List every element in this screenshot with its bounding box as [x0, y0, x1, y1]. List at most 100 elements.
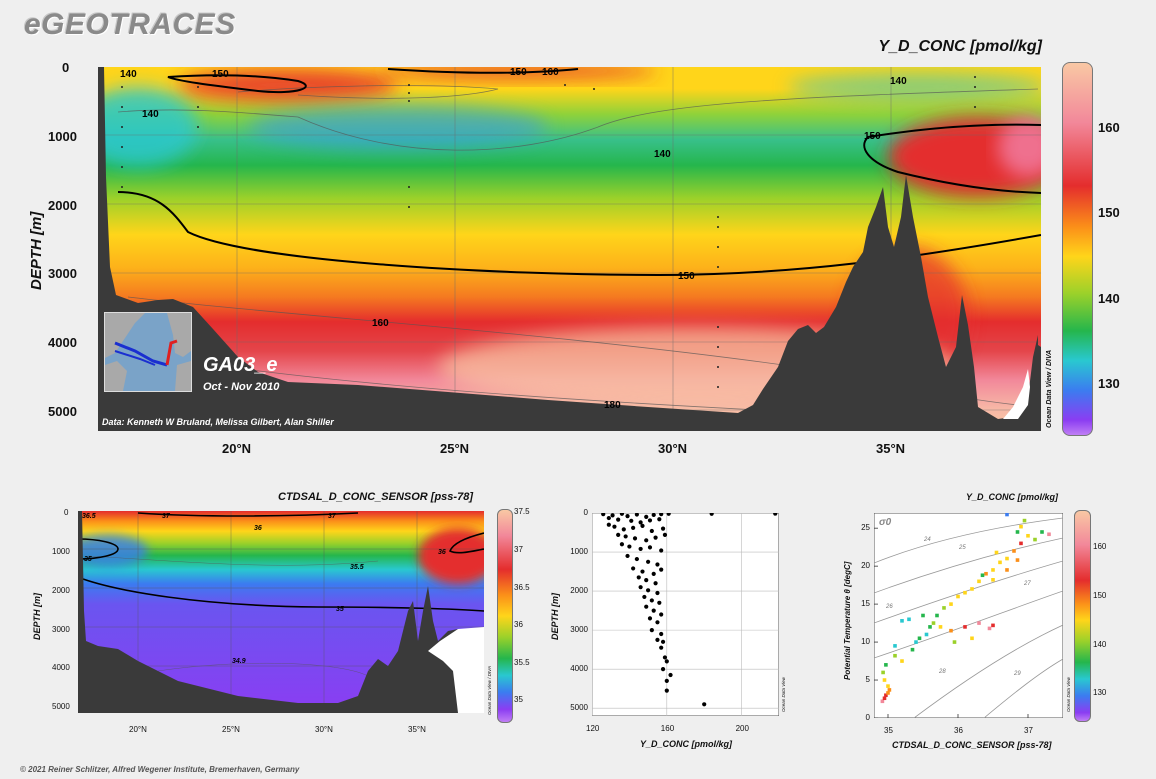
profile-data-point — [662, 655, 668, 660]
main-contour-label: 160 — [372, 318, 389, 329]
ts-y-tick: 20 — [861, 561, 870, 571]
data-credit: Data: Kenneth W Bruland, Melissa Gilbert… — [102, 417, 334, 427]
ts-data-point — [893, 653, 897, 658]
salinity-contour-label: 37 — [162, 513, 171, 520]
profile-data-point — [632, 536, 638, 541]
ts-data-point — [907, 617, 911, 622]
salinity-colorbar-tick: 37 — [514, 545, 523, 554]
profile-data-point — [664, 678, 669, 683]
ts-isopycnal-label: 28 — [938, 669, 946, 675]
ts-data-point — [949, 628, 953, 633]
salinity-y-tick: 0 — [64, 508, 69, 517]
sigma-label: σ0 — [879, 517, 892, 528]
profile-data-point — [631, 525, 636, 530]
ts-isopycnal-line — [873, 517, 1064, 564]
salinity-y-tick: 2000 — [52, 586, 70, 595]
ts-data-point — [1019, 541, 1023, 546]
salinity-y-tick: 1000 — [52, 547, 70, 556]
ts-data-point — [900, 659, 904, 663]
ts-data-point — [952, 640, 957, 644]
main-x-tick: 35°N — [876, 441, 906, 456]
salinity-contour-label: 36.5 — [82, 513, 96, 520]
main-contour-label: 150 — [510, 67, 527, 78]
profile-data-point — [668, 672, 673, 678]
ts-y-tick: 0 — [865, 713, 870, 722]
profile-data-point — [616, 532, 621, 537]
profile-data-point — [634, 556, 639, 562]
salinity-contour-label: 35 — [84, 556, 92, 563]
profile-plot — [591, 511, 780, 717]
ts-isopycnal-line — [873, 537, 1064, 594]
salinity-colorbar — [497, 509, 513, 723]
main-contour-label: 150 — [864, 131, 881, 142]
ts-data-point — [991, 578, 995, 582]
salinity-software-credit: Ocean Data View / DIVA — [487, 666, 492, 715]
profile-data-point — [655, 590, 660, 596]
ts-data-point — [882, 696, 887, 701]
ts-data-point — [984, 571, 988, 576]
ts-x-axis-label: CTDSAL_D_CONC_SENSOR [pss-78] — [892, 740, 1052, 750]
ts-isopycnal-label: 26 — [885, 604, 893, 610]
salinity-contour-label: 35.5 — [350, 564, 364, 571]
ts-x-tick: 36 — [954, 726, 963, 735]
ts-y-tick: 5 — [865, 675, 870, 685]
profile-y-axis-label: DEPTH [m] — [550, 593, 560, 640]
ts-colorbar-tick: 150 — [1093, 591, 1107, 600]
profile-data-point — [610, 513, 615, 518]
ts-data-point — [900, 619, 904, 623]
salinity-y-axis-label: DEPTH [m] — [32, 593, 42, 640]
profile-data-point — [649, 528, 654, 534]
ts-data-point — [882, 678, 887, 682]
ts-scatter-svg: 24 25 26 27 28 29 — [873, 512, 1064, 719]
profile-data-point — [625, 553, 630, 559]
salinity-y-tick: 5000 — [52, 702, 70, 711]
ts-isopycnal-label: 24 — [923, 537, 931, 543]
profile-data-point — [660, 639, 666, 644]
profile-data-point — [646, 559, 651, 564]
profile-data-point — [647, 616, 653, 621]
ts-data-point — [917, 636, 922, 641]
profile-data-point — [655, 562, 660, 567]
profile-data-point — [644, 514, 649, 520]
ts-x-tick: 35 — [884, 726, 893, 735]
main-contour-label: 150 — [212, 69, 229, 80]
ts-isopycnal-label: 29 — [1013, 671, 1021, 677]
profile-data-point — [651, 512, 656, 518]
profile-data-point — [647, 545, 653, 550]
profile-data-point — [649, 628, 654, 633]
ts-chart-title: Y_D_CONC [pmol/kg] — [966, 492, 1059, 502]
profile-data-point — [657, 600, 662, 605]
main-y-tick: 5000 — [48, 404, 77, 419]
ts-data-point — [887, 688, 892, 692]
ts-isopycnal-label: 27 — [1023, 581, 1031, 587]
ts-data-point — [970, 587, 974, 591]
profile-data-point — [664, 688, 669, 693]
main-y-tick: 3000 — [48, 266, 77, 281]
profile-data-point — [659, 548, 664, 553]
ts-data-point — [994, 550, 999, 555]
salinity-y-tick: 4000 — [52, 663, 70, 672]
salinity-x-tick: 25°N — [222, 725, 240, 734]
profile-data-point — [655, 620, 660, 625]
ts-isopycnal-line — [913, 624, 1064, 719]
ts-data-point — [884, 693, 888, 698]
ts-data-point — [924, 632, 929, 637]
profile-data-point — [619, 511, 625, 516]
ts-data-point — [921, 613, 925, 618]
inset-map — [104, 312, 192, 392]
main-y-axis-label: DEPTH [m] — [28, 211, 45, 290]
main-contour-label: 180 — [604, 400, 621, 411]
main-contour-label: 140 — [120, 69, 137, 80]
ts-y-tick: 15 — [861, 599, 870, 609]
ts-data-point — [1040, 530, 1044, 534]
profile-data-point — [659, 567, 664, 572]
ts-data-point — [928, 625, 932, 629]
ts-isopycnal-line — [873, 590, 1064, 659]
profile-data-point — [666, 511, 671, 516]
ts-data-point — [963, 625, 967, 629]
salinity-contour-label: 36 — [254, 525, 262, 532]
ts-colorbar-tick: 140 — [1093, 640, 1107, 649]
profile-data-point — [660, 667, 666, 672]
cruise-dates: Oct - Nov 2010 — [203, 381, 280, 393]
profile-data-point — [644, 604, 649, 609]
